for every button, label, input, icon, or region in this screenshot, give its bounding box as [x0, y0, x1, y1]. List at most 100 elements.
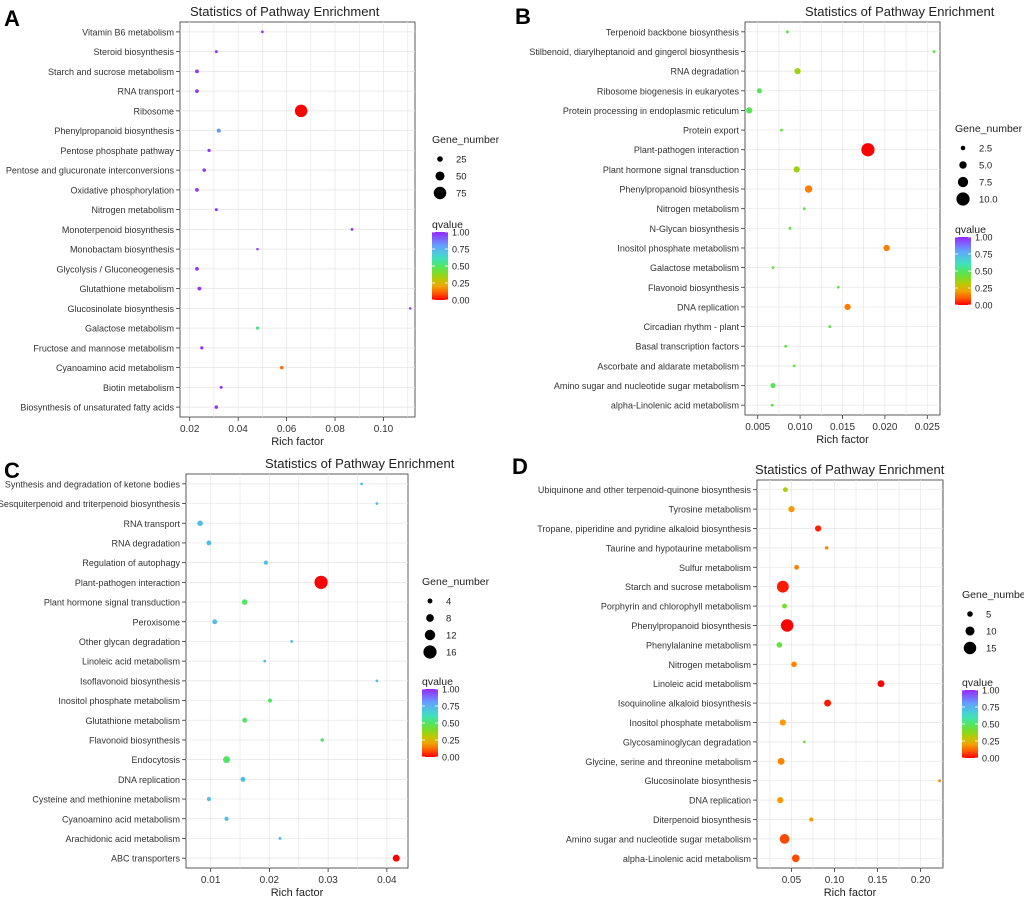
data-point — [792, 364, 796, 368]
y-tick-label: Nitrogen metabolism — [668, 660, 751, 670]
x-axis-label: Rich factor — [824, 887, 877, 899]
colorbar-tick-label: 0.00 — [975, 301, 993, 311]
y-tick-label: Cyanoamino acid metabolism — [56, 363, 174, 373]
y-tick-label: Porphyrin and chlorophyll metabolism — [601, 602, 751, 612]
y-tick-label: DNA replication — [689, 796, 751, 806]
y-tick-label: Diterpenoid biosynthesis — [653, 815, 752, 825]
panel-b: B Statistics of Pathway Enrichment 0.005 0.… — [515, 4, 1023, 446]
y-tick-label: Regulation of autophagy — [82, 558, 180, 568]
y-tick-label: Isoquinoline alkaloid biosynthesis — [618, 699, 752, 709]
data-point — [219, 385, 223, 389]
y-tick-label: Steroid biosynthesis — [93, 47, 174, 57]
y-tick-label: Glycine, serine and threonine metabolism — [585, 757, 751, 767]
y-tick-label: Pentose and glucuronate interconversions — [6, 166, 175, 176]
y-tick-label: Sulfur metabolism — [679, 563, 751, 573]
y-tick-label: alpha-Linolenic acid metabolism — [623, 854, 751, 864]
data-point — [836, 285, 840, 289]
y-tick-label: Glutathione metabolism — [79, 284, 174, 294]
x-tick-label: 0.005 — [745, 422, 770, 433]
data-point — [828, 325, 832, 328]
panel-label: D — [512, 454, 528, 479]
y-tick-label: Nitrogen metabolism — [91, 205, 174, 215]
colorbar-tick-label: 1.00 — [442, 685, 460, 695]
x-tick-label: 0.15 — [868, 875, 888, 886]
data-point — [802, 740, 806, 744]
x-tick-label: 0.02 — [180, 424, 200, 435]
colorbar-tick-label: 0.75 — [442, 702, 460, 712]
y-tick-label: Monobactam biosynthesis — [70, 245, 175, 255]
y-tick-label: DNA replication — [677, 302, 739, 312]
x-tick-label: 0.10 — [374, 424, 394, 435]
size-legend-dot — [959, 161, 967, 169]
y-tick-label: Glutathione metabolism — [85, 716, 180, 726]
x-tick-label: 0.015 — [830, 422, 855, 433]
colorbar-tick-label: 1.00 — [452, 228, 470, 238]
y-tick-label: Inositol phosphate metabolism — [58, 696, 180, 706]
x-tick-label: 0.06 — [277, 424, 297, 435]
x-axis-label: Rich factor — [816, 434, 869, 446]
colorbar-tick-label: 1.00 — [982, 686, 1000, 696]
colorbar-tick-label: 0.25 — [452, 279, 470, 289]
colorbar-tick-label: 0.25 — [975, 284, 993, 294]
size-legend-label: 10 — [986, 627, 997, 638]
y-tick-label: Tyrosine metabolism — [668, 505, 751, 515]
y-tick-label: Ubiquinone and other terpenoid-quinone b… — [538, 485, 752, 495]
data-point — [779, 719, 786, 726]
size-legend-label: 50 — [456, 172, 467, 183]
size-legend-dot — [433, 186, 447, 200]
y-tick-label: Starch and sucrose metabolism — [625, 582, 751, 592]
data-point — [785, 30, 789, 34]
y-tick-label: Monoterpenoid biosynthesis — [62, 225, 175, 235]
plot-area — [756, 479, 944, 869]
size-legend-label: 10.0 — [979, 195, 998, 206]
colorbar-tick-label: 0.75 — [982, 703, 1000, 713]
colorbar-tick-label: 0.00 — [982, 754, 1000, 764]
y-tick-label: Inositol phosphate metabolism — [617, 243, 739, 253]
data-point — [791, 661, 797, 668]
size-legend-dot — [957, 176, 969, 188]
y-tick-label: Plant-pathogen interaction — [75, 578, 180, 588]
data-point — [782, 603, 787, 609]
size-legend-dot — [424, 629, 436, 641]
data-point — [780, 128, 783, 132]
y-tick-label: Flavonoid biosynthesis — [648, 283, 740, 293]
data-point — [197, 286, 202, 291]
data-point — [360, 482, 364, 486]
y-tick-label: Arachidonic acid metabolism — [65, 834, 180, 844]
y-tick-label: Cysteine and methionine metabolism — [32, 795, 180, 805]
data-point — [809, 817, 814, 822]
y-tick-label: Peroxisome — [132, 617, 180, 627]
data-point — [240, 776, 246, 782]
qvalue-legend-title: qvalue — [955, 224, 986, 236]
data-point — [770, 403, 774, 407]
qvalue-colorbar — [962, 690, 978, 758]
y-tick-label: Glycolysis / Gluconeogenesis — [56, 264, 174, 274]
size-legend-label: 75 — [456, 189, 467, 200]
colorbar-tick-label: 0.00 — [442, 753, 460, 763]
qvalue-colorbar — [422, 689, 438, 757]
chart-title: Statistics of Pathway Enrichment — [265, 456, 455, 471]
data-point — [207, 148, 211, 152]
y-tick-label: Glucosinolate biosynthesis — [67, 304, 174, 314]
data-point — [777, 757, 785, 765]
colorbar-tick-label: 0.50 — [442, 719, 460, 729]
x-tick-label: 0.10 — [825, 875, 845, 886]
data-point — [256, 247, 259, 251]
y-tick-label: Plant hormone signal transduction — [603, 165, 739, 175]
data-point — [408, 307, 412, 310]
y-tick-label: alpha-Linolenic acid metabolism — [611, 401, 739, 411]
data-point — [824, 699, 832, 707]
size-legend-label: 5 — [986, 610, 991, 621]
data-point — [938, 779, 941, 783]
y-tick-label: Flavonoid biosynthesis — [89, 735, 181, 745]
y-tick-label: Linoleic acid metabolism — [653, 679, 751, 689]
data-point — [794, 564, 800, 570]
data-point — [784, 344, 788, 348]
y-tick-label: Terpenoid backbone biosynthesis — [606, 27, 740, 37]
data-point — [242, 717, 248, 723]
size-legend-title: Gene_number — [432, 134, 500, 146]
data-point — [314, 575, 328, 589]
data-point — [195, 266, 199, 271]
qvalue-legend-title: qvalue — [422, 676, 453, 688]
